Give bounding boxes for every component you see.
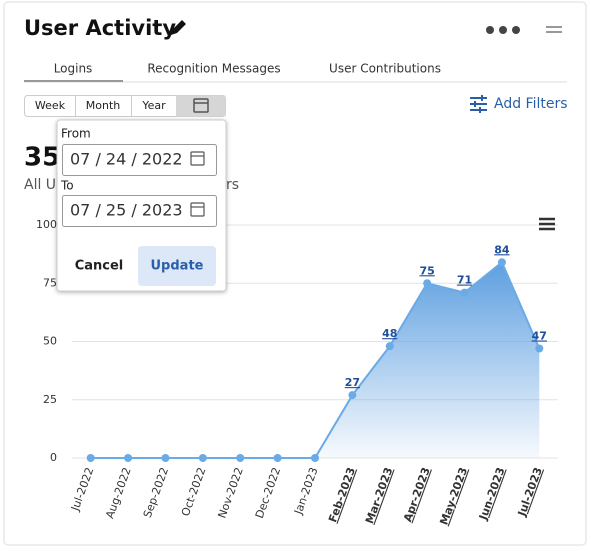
period-button[interactable]: Month [86, 99, 121, 112]
data-label[interactable]: 84 [494, 243, 510, 256]
period-button[interactable]: Year [141, 99, 166, 112]
from-date: 07 / 24 / 2022 [70, 150, 183, 169]
update-button[interactable] [138, 246, 216, 286]
period-button-active[interactable] [176, 95, 226, 117]
to-date: 07 / 25 / 2023 [70, 201, 183, 220]
data-point [161, 454, 170, 462]
summary-label: All U [24, 177, 56, 193]
data-point [311, 454, 319, 462]
data-point [460, 288, 469, 297]
tab[interactable]: Logins [54, 62, 93, 76]
cancel-button[interactable]: Cancel [75, 259, 124, 274]
summary-value: 35 [24, 143, 60, 173]
data-point [236, 454, 245, 462]
to-input[interactable] [62, 195, 217, 227]
summary-label: rs [226, 177, 239, 193]
date-picker: From 07 / 24 / 2022 To 07 / 25 / 2023 Ca… [56, 119, 227, 292]
y-tick-label: 50 [43, 335, 57, 348]
y-tick-label: 25 [43, 393, 57, 406]
drag-handle[interactable] [546, 26, 562, 33]
data-point [273, 454, 282, 462]
data-point [124, 454, 133, 462]
to-label: To [60, 179, 74, 193]
period-button[interactable]: Week [35, 99, 66, 112]
more-menu[interactable] [486, 26, 520, 34]
data-point [86, 454, 95, 462]
y-tick-label: 0 [50, 451, 57, 464]
filter-icon[interactable] [470, 95, 487, 113]
add-filters[interactable]: Add Filters [494, 96, 568, 112]
data-label[interactable]: 75 [419, 264, 434, 277]
tab[interactable]: Recognition Messages [147, 62, 280, 76]
data-point [348, 391, 357, 400]
calendar-icon[interactable] [193, 98, 209, 113]
y-tick-label: 75 [43, 276, 57, 289]
data-label[interactable]: 27 [345, 376, 360, 389]
y-tick-label: 100 [36, 218, 57, 231]
data-point [423, 279, 432, 288]
data-point [198, 454, 207, 462]
data-point [385, 342, 394, 351]
chart-menu[interactable] [539, 217, 555, 231]
data-label[interactable]: 48 [382, 327, 397, 340]
data-label[interactable]: 71 [457, 274, 472, 287]
data-label[interactable]: 47 [532, 329, 547, 342]
data-point [535, 344, 544, 353]
area-fill [90, 262, 540, 458]
tab[interactable]: User Contributions [329, 62, 441, 76]
update-label: Update [151, 259, 204, 274]
from-label: From [61, 127, 91, 141]
from-input[interactable] [62, 144, 217, 176]
edit-icon[interactable] [171, 20, 186, 35]
title: User Activity [24, 16, 176, 40]
data-point [497, 258, 506, 267]
